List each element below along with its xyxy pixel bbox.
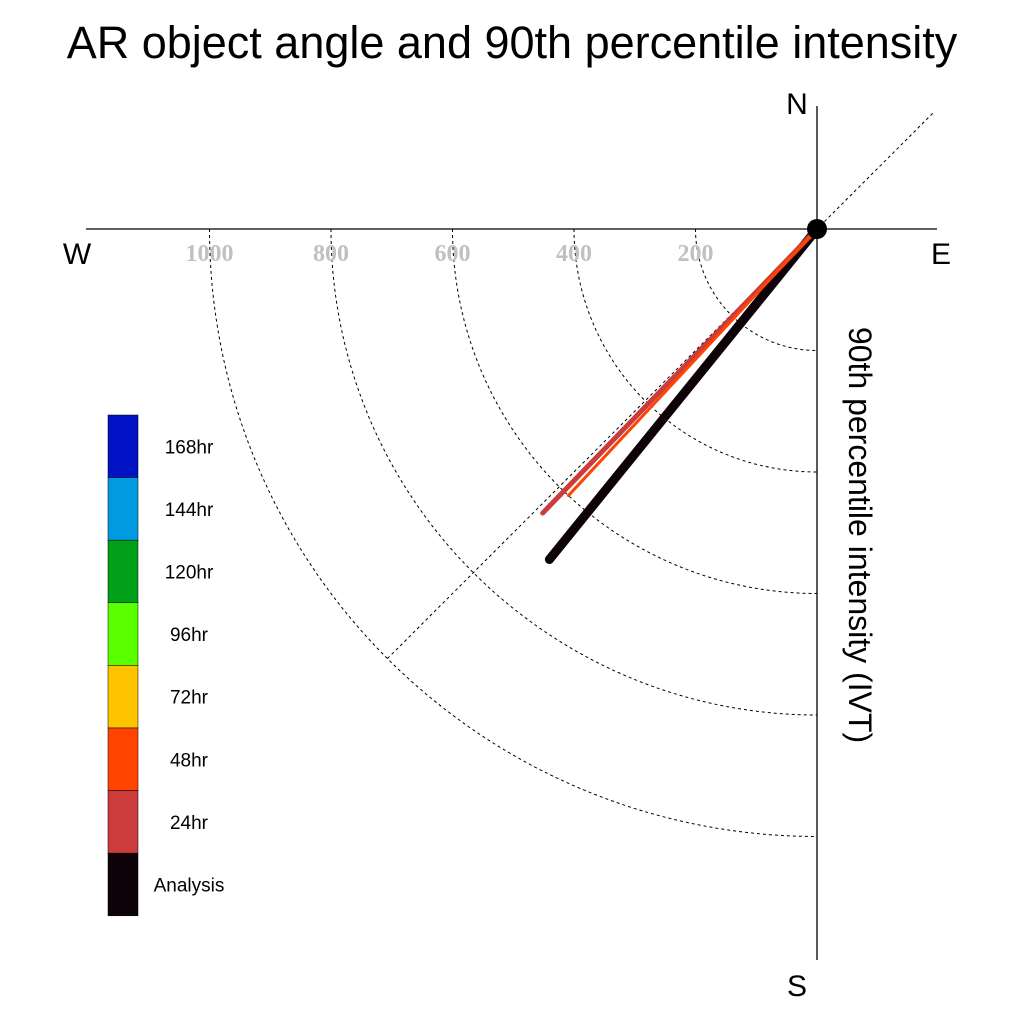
legend-label: 24hr xyxy=(170,813,209,834)
legend-swatch xyxy=(107,414,139,478)
chart-title: AR object angle and 90th percentile inte… xyxy=(67,17,958,68)
radial-grid xyxy=(209,112,934,837)
tick-label: 200 xyxy=(678,241,714,267)
legend-swatch xyxy=(107,852,139,917)
legend-label: 144hr xyxy=(165,500,214,521)
compass-n: N xyxy=(786,88,808,121)
tick-label: 600 xyxy=(435,241,471,267)
reference-diagonal xyxy=(387,112,934,659)
tick-label: 1000 xyxy=(186,241,234,267)
legend-swatch xyxy=(107,665,139,729)
grid-arc xyxy=(209,228,818,837)
radial-axis-label: 90th percentile intensity (IVT) xyxy=(842,327,878,743)
legend: 168hr 144hr 120hr 96hr 72hr 48hr 24hr Analysis xyxy=(107,414,225,917)
compass-e: E xyxy=(931,238,951,271)
compass-w: W xyxy=(63,238,92,271)
grid-arc xyxy=(452,228,818,594)
vector-lines xyxy=(540,224,822,564)
grid-arc xyxy=(330,228,818,716)
tick-label: 800 xyxy=(313,241,349,267)
compass-axes xyxy=(86,106,937,960)
legend-swatch xyxy=(107,790,139,854)
legend-label: Analysis xyxy=(154,876,225,897)
compass-s: S xyxy=(787,970,807,1003)
radial-tick-labels: 200 400 600 800 1000 xyxy=(186,241,714,267)
origin-dot xyxy=(807,219,827,239)
legend-label: 72hr xyxy=(170,688,209,709)
legend-swatch xyxy=(107,727,139,791)
vector-48hr xyxy=(566,227,819,498)
legend-label: 48hr xyxy=(170,750,209,771)
grid-arc xyxy=(573,228,818,473)
vector-analysis xyxy=(544,224,822,564)
legend-label: 168hr xyxy=(165,437,214,458)
grid-arc xyxy=(695,228,818,351)
legend-swatch xyxy=(107,539,139,604)
legend-label: 120hr xyxy=(165,563,214,584)
legend-label: 96hr xyxy=(170,625,209,646)
tick-label: 400 xyxy=(556,241,592,267)
legend-swatch xyxy=(107,477,139,541)
legend-swatch xyxy=(107,602,139,666)
